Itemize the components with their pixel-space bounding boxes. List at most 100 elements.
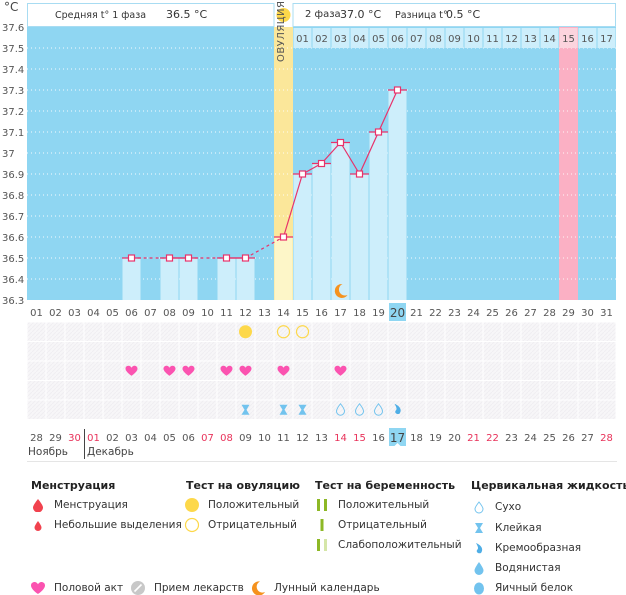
y-tick-label: 36.5 [2,254,24,265]
cycle-day-label: 04 [87,308,100,319]
symptom-cell [160,381,179,400]
calendar-date-label: 04 [144,433,157,444]
symptom-cell [597,381,616,400]
symptom-cell [350,322,369,341]
temperature-bar [369,132,388,300]
phase2-day-cell [426,28,445,48]
symptom-cell [540,361,559,380]
phase2-day-label: 04 [353,34,366,45]
legend-cf-creamy: Кремообразная [471,540,581,556]
symptom-cell [255,361,274,380]
calendar-date-label: 18 [410,433,423,444]
cervical-sticky-icon [241,404,250,415]
phase2-day-cell [312,28,331,48]
phase2-day-cell [331,28,350,48]
symptom-cell [141,361,160,380]
symptom-cell [597,400,616,419]
symptom-cell [445,361,464,380]
cycle-day-label: 18 [353,308,366,319]
calendar-date-label: 21 [467,433,480,444]
intercourse-heart-icon [334,365,347,376]
legend-ov-positive-label: Положительный [208,499,300,511]
today-highlight [389,428,406,446]
ovulation-test-positive-icon [239,325,252,339]
legend-cf-eggwhite: Яичный белок [471,580,573,595]
symptom-cell [217,342,236,361]
phase2-day-label: 11 [486,34,499,45]
legend-moon: Лунный календарь [250,580,380,595]
phase2-day-label: 02 [315,34,328,45]
symptom-cell [483,342,502,361]
temperature-segment [339,142,361,175]
phase2-day-label: 14 [543,34,556,45]
temperature-bar [160,258,179,300]
cycle-day-label: 13 [258,308,271,319]
moon-icon [334,283,348,298]
cycle-day-label: 22 [429,308,442,319]
symptom-cell [445,381,464,400]
phase2-day-label: 10 [467,34,480,45]
symptom-cell [312,342,331,361]
temp-diff-label: Разница t° [395,10,448,21]
y-tick-label: 37 [2,149,15,160]
legend-preg-faint-label: Слабоположительный [338,539,462,551]
cervical-dry-icon [373,402,384,416]
symptom-cell [27,322,46,341]
calendar-date-label: 25 [543,433,556,444]
calendar-date-label: 10 [258,433,271,444]
calendar-date-label: 26 [562,433,575,444]
legend-medication-label: Прием лекарств [154,582,244,594]
symptom-cell [407,400,426,419]
symptom-cell [293,381,312,400]
symptom-cell [597,322,616,341]
legend-moon-label: Лунный календарь [274,582,380,594]
legend-medication: Прием лекарств [130,580,244,595]
creamy-icon [471,540,487,556]
symptom-cell [27,342,46,361]
expected-period-column [559,27,578,300]
symptom-cell [369,322,388,341]
symptom-cell [179,381,198,400]
symptom-cell [521,381,540,400]
cycle-day-label: 12 [239,308,252,319]
blood-drop-icon [30,497,46,513]
watery-drop-icon [471,560,487,576]
temperature-segment [282,173,304,238]
legend-ov-positive: Положительный [184,497,299,513]
symptom-cell [483,381,502,400]
calendar-date-label: 17 [390,431,405,445]
temperature-bar [388,90,407,300]
intercourse-heart-icon [220,365,233,376]
intercourse-heart-icon [163,365,176,376]
calendar-date-label: 14 [334,433,347,444]
legend-preg-faint: Слабоположительный [314,537,462,553]
intercourse-heart-icon [125,365,138,376]
intercourse-heart-icon [277,365,290,376]
legend-preg-positive: Положительный [314,497,429,513]
legend-cf-watery: Водянистая [471,560,561,576]
symptom-cell [217,322,236,341]
symptom-cell [103,361,122,380]
symptom-cell [122,381,141,400]
symptom-cell [312,361,331,380]
symptom-cell [122,322,141,341]
cervical-sticky-icon [298,404,307,415]
symptom-cell [407,322,426,341]
temperature-point [336,138,345,147]
phase2-day-label: 16 [581,34,594,45]
cycle-day-label: 26 [505,308,518,319]
symptom-cell [312,322,331,341]
temperature-bar [293,174,312,300]
symptom-cell [369,400,388,419]
legend-cf-sticky: Клейкая [471,520,542,536]
symptom-cell [464,361,483,380]
symptom-cell [407,361,426,380]
symptom-cell [540,381,559,400]
month-divider [84,429,85,459]
symptom-cell [103,342,122,361]
phase2-day-label: 12 [505,34,518,45]
symptom-cell [483,322,502,341]
symptom-cell [274,342,293,361]
divider-line [27,461,617,462]
symptom-cell [521,361,540,380]
